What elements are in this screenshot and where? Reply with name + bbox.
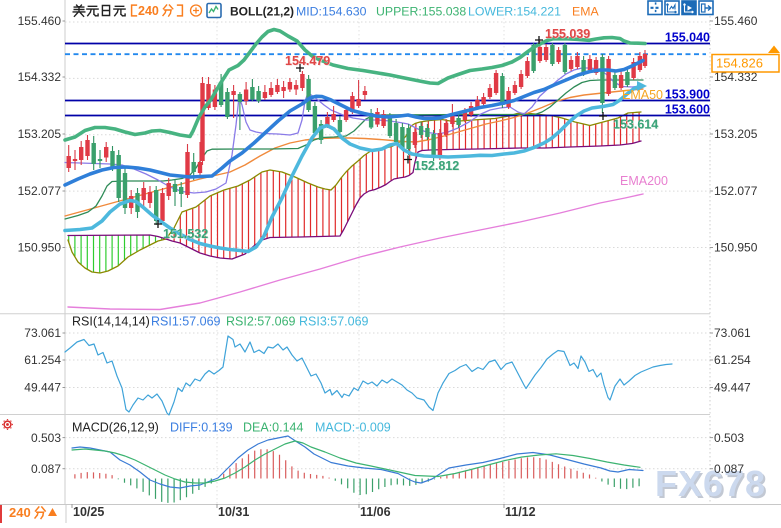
svg-text:0.087: 0.087: [31, 462, 61, 476]
svg-text:153.205: 153.205: [18, 127, 62, 141]
svg-text:155.039: 155.039: [546, 28, 591, 42]
svg-text:155.039: 155.039: [545, 27, 590, 41]
svg-text:152.812: 152.812: [415, 160, 460, 174]
svg-text:EMA200: EMA200: [620, 174, 668, 188]
svg-text:155.460: 155.460: [714, 14, 758, 28]
svg-text:152.077: 152.077: [714, 184, 758, 198]
svg-text:10/25: 10/25: [73, 505, 104, 519]
svg-text:151.532: 151.532: [164, 228, 209, 242]
svg-text:153.614: 153.614: [613, 118, 658, 132]
svg-text:MID:154.630: MID:154.630: [296, 5, 367, 19]
svg-text:154.826: 154.826: [716, 56, 763, 71]
svg-text:150.950: 150.950: [714, 241, 758, 255]
svg-text:61.254: 61.254: [714, 353, 751, 367]
svg-text:73.061: 73.061: [24, 326, 61, 340]
svg-text:RSI2:57.069: RSI2:57.069: [226, 315, 296, 329]
svg-text:151.532: 151.532: [163, 227, 208, 241]
svg-text:154.479: 154.479: [286, 55, 331, 69]
svg-text:0.087: 0.087: [714, 462, 744, 476]
svg-text:EMA: EMA: [572, 5, 599, 19]
svg-text:150.950: 150.950: [18, 241, 62, 255]
svg-text:155.040: 155.040: [665, 31, 710, 45]
svg-text:10/31: 10/31: [218, 505, 249, 519]
svg-text:11/12: 11/12: [505, 505, 536, 519]
svg-text:LOWER:154.221: LOWER:154.221: [468, 5, 561, 19]
svg-text:154.332: 154.332: [714, 70, 758, 84]
svg-text:MACD(26,12,9): MACD(26,12,9): [72, 421, 159, 435]
svg-text:240: 240: [138, 4, 159, 18]
svg-text:11/06: 11/06: [360, 505, 391, 519]
svg-text:153.600: 153.600: [665, 103, 710, 117]
svg-text:BOLL(21,2): BOLL(21,2): [230, 5, 294, 19]
svg-text:DEA:0.144: DEA:0.144: [243, 421, 304, 435]
svg-text:0.503: 0.503: [714, 431, 744, 445]
svg-text:153.900: 153.900: [665, 88, 710, 102]
svg-text:152.077: 152.077: [18, 184, 62, 198]
svg-text:154.332: 154.332: [18, 70, 62, 84]
svg-text:MACD:-0.009: MACD:-0.009: [315, 421, 391, 435]
svg-text:RSI1:57.069: RSI1:57.069: [151, 315, 221, 329]
svg-text:49.447: 49.447: [714, 381, 751, 395]
svg-text:49.447: 49.447: [24, 381, 61, 395]
svg-text:153.205: 153.205: [714, 127, 758, 141]
svg-text:0.503: 0.503: [31, 431, 61, 445]
svg-text:UPPER:155.038: UPPER:155.038: [376, 5, 466, 19]
svg-text:155.460: 155.460: [18, 14, 62, 28]
svg-text:153.614: 153.614: [614, 118, 659, 132]
svg-text:FX678: FX678: [655, 463, 766, 504]
svg-text:RSI(14,14,14): RSI(14,14,14): [72, 315, 150, 329]
svg-text:61.254: 61.254: [24, 353, 61, 367]
svg-text:DIFF:0.139: DIFF:0.139: [170, 421, 233, 435]
svg-text:EMA50: EMA50: [622, 88, 663, 102]
svg-text:RSI3:57.069: RSI3:57.069: [299, 315, 369, 329]
svg-text:154.479: 154.479: [285, 54, 330, 68]
svg-text:FX678: FX678: [657, 465, 768, 506]
svg-text:240: 240: [9, 505, 31, 520]
svg-text:152.812: 152.812: [414, 159, 459, 173]
svg-text:73.061: 73.061: [714, 326, 751, 340]
